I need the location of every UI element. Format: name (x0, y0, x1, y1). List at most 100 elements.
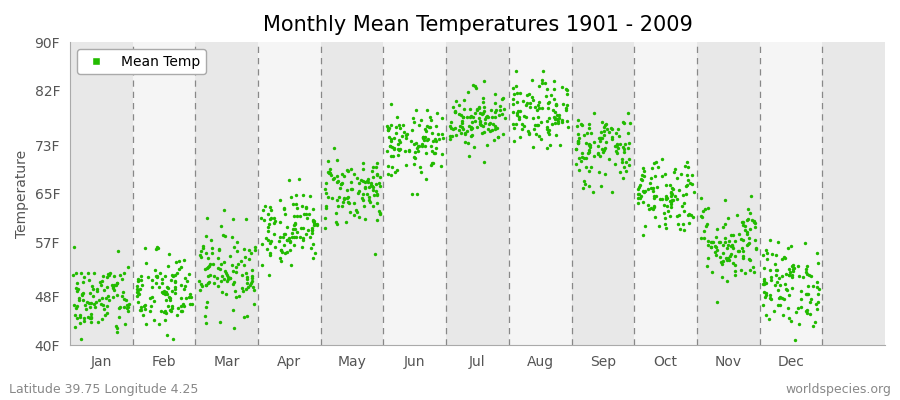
Point (494, 96, 508, 102)
Point (220, 272, 234, 278)
Point (392, 146, 406, 153)
Point (335, 180, 349, 186)
Point (324, 194, 338, 201)
Point (319, 203, 333, 210)
Point (464, 132, 478, 139)
Point (382, 127, 396, 133)
Point (788, 337, 803, 343)
Point (741, 216, 755, 222)
Point (443, 123, 457, 129)
Point (542, 131, 556, 137)
Point (591, 151, 606, 157)
Point (428, 123, 443, 130)
Point (756, 251, 770, 258)
Point (422, 124, 436, 130)
Point (677, 227, 691, 234)
Point (238, 254, 252, 260)
Point (83, 304, 97, 311)
Point (391, 141, 405, 148)
Point (707, 249, 722, 255)
Point (659, 224, 673, 231)
Point (222, 274, 237, 281)
Point (419, 176, 434, 182)
Point (75, 292, 89, 298)
Point (401, 146, 416, 153)
Point (76, 290, 91, 296)
Point (744, 192, 759, 199)
Point (780, 244, 795, 251)
Point (424, 148, 438, 155)
Point (462, 88, 476, 95)
Point (465, 119, 480, 126)
Point (618, 141, 633, 147)
Point (294, 244, 309, 250)
Point (247, 300, 261, 307)
Point (354, 177, 368, 183)
Point (783, 243, 797, 250)
Point (293, 234, 308, 240)
Point (758, 294, 772, 300)
Point (245, 274, 259, 281)
Point (581, 121, 596, 127)
Point (622, 140, 636, 146)
Point (180, 278, 194, 284)
Point (93, 278, 107, 285)
Point (546, 78, 561, 84)
Point (446, 104, 461, 110)
Point (318, 214, 332, 221)
Point (715, 261, 729, 267)
Point (262, 240, 276, 246)
Point (636, 199, 651, 205)
Point (647, 173, 662, 180)
Point (81, 314, 95, 320)
Point (659, 195, 673, 201)
Point (360, 178, 374, 184)
Point (276, 231, 291, 237)
Point (637, 188, 652, 194)
Point (200, 264, 214, 271)
Point (418, 134, 432, 140)
Point (462, 123, 476, 129)
Point (391, 151, 405, 158)
Point (485, 114, 500, 120)
Point (700, 242, 715, 248)
Point (344, 166, 358, 172)
Point (529, 130, 544, 137)
Point (219, 270, 233, 276)
Point (464, 131, 479, 138)
Point (670, 175, 684, 181)
Point (84, 315, 98, 322)
Point (647, 193, 662, 200)
Point (718, 235, 733, 241)
Point (539, 93, 554, 100)
Point (787, 262, 801, 268)
Point (199, 250, 213, 256)
Point (410, 145, 425, 152)
Point (381, 126, 395, 133)
Point (593, 135, 608, 141)
Point (572, 135, 587, 141)
Point (764, 277, 778, 284)
Point (147, 317, 161, 323)
Point (579, 140, 593, 146)
Point (239, 280, 254, 286)
Point (470, 107, 484, 114)
Point (724, 251, 738, 257)
Point (329, 172, 344, 179)
Point (531, 122, 545, 128)
Point (392, 136, 407, 143)
Point (786, 267, 800, 274)
Point (387, 168, 401, 175)
Point (712, 239, 726, 245)
Point (335, 170, 349, 177)
Point (230, 264, 244, 270)
Point (116, 304, 130, 310)
Point (694, 235, 708, 241)
Point (472, 104, 486, 110)
Point (507, 138, 521, 144)
Point (226, 268, 240, 274)
Point (782, 292, 796, 298)
Point (457, 139, 472, 145)
Point (364, 180, 378, 186)
Point (68, 324, 82, 330)
